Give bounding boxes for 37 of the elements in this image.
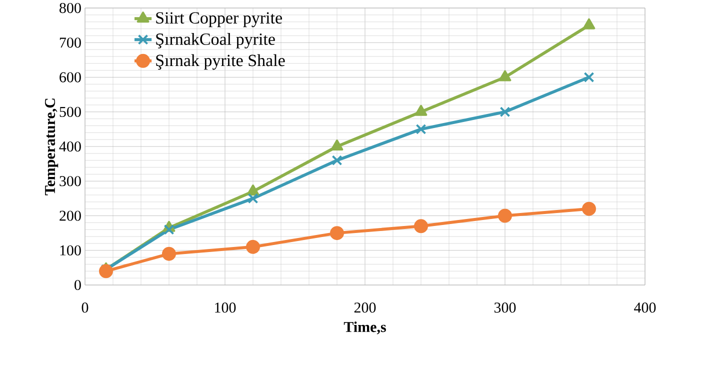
point <box>162 246 176 261</box>
legend-label: ŞırnakCoal pyrite <box>156 32 275 48</box>
point <box>498 208 512 223</box>
y-tick-label: 500 <box>60 106 81 117</box>
y-tick-label: 0 <box>74 280 81 290</box>
point <box>582 18 596 30</box>
x-tick-label: 0 <box>82 302 88 313</box>
y-tick-label: 300 <box>60 176 81 186</box>
y-tick-label: 800 <box>60 2 81 14</box>
point <box>414 219 428 234</box>
point <box>246 184 260 196</box>
point <box>498 70 512 82</box>
point <box>500 106 510 118</box>
x-tick-label: 200 <box>354 302 376 313</box>
point <box>164 224 174 235</box>
legend-label: Siirt Copper pyrite <box>156 12 282 28</box>
x-tick-label: 400 <box>634 302 656 313</box>
x-tick-label: 100 <box>215 302 236 313</box>
y-tick-label: 100 <box>60 245 81 256</box>
y-tick-label: 400 <box>59 141 81 152</box>
point <box>248 193 258 204</box>
point <box>414 104 428 116</box>
x-axis-title: Time,s <box>344 322 386 334</box>
point <box>582 202 596 216</box>
point <box>332 155 342 166</box>
point <box>246 240 260 254</box>
point <box>330 226 344 240</box>
x-tick-label: 300 <box>494 302 516 313</box>
y-axis-title: Temperature,C <box>44 98 58 196</box>
point <box>330 140 344 151</box>
legend-label: Şırnak pyrite Shale <box>156 54 285 70</box>
y-tick-label: 700 <box>60 38 81 48</box>
y-tick-label: 600 <box>60 72 81 82</box>
point <box>99 264 113 278</box>
point <box>416 124 426 134</box>
y-tick-label: 200 <box>60 210 81 221</box>
point <box>584 72 594 82</box>
